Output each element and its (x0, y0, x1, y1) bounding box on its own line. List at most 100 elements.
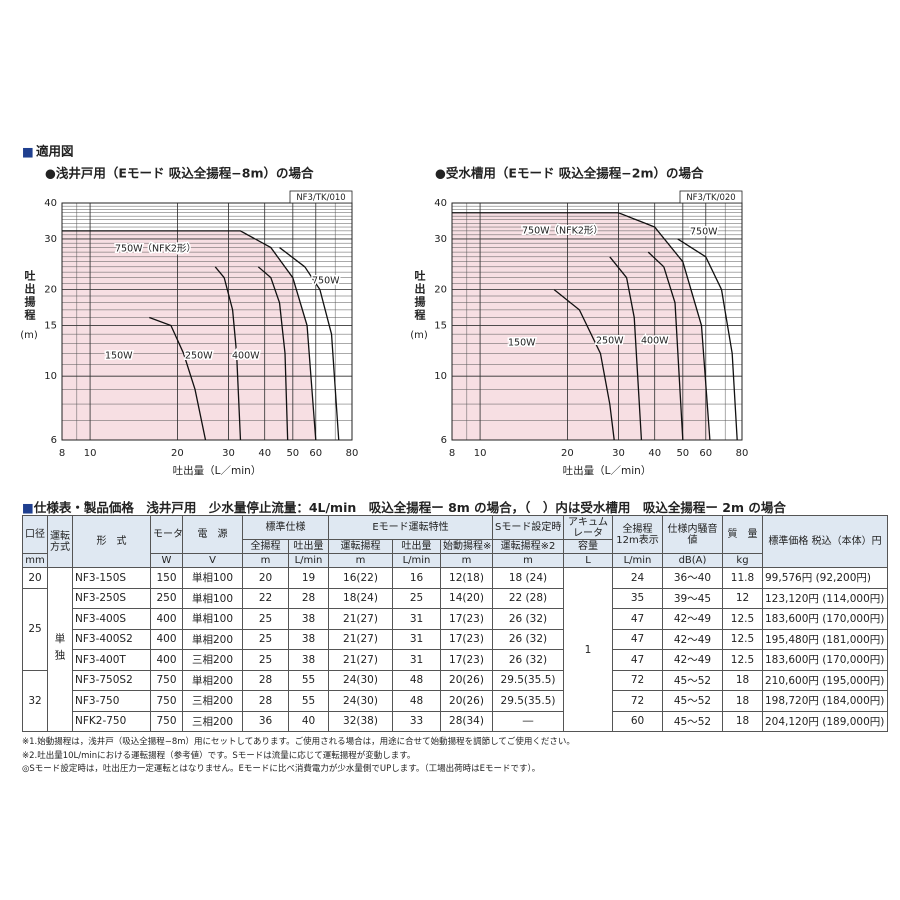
table-cell: 210,600円 (195,000円) (762, 669, 888, 691)
table-cell: 12.5 (722, 608, 763, 630)
table-cell: 20(26) (440, 669, 493, 691)
table-cell: 12.5 (722, 628, 763, 650)
table-row: NF3-400S2 400 単相200 25 38 21(27) 31 17(23) 26 (3… (23, 628, 888, 650)
performance-curve (553, 289, 615, 441)
table-cell: 40 (288, 710, 329, 732)
table-cell: 16 (392, 567, 441, 589)
table-cell: NF3-250S (72, 587, 151, 609)
y-axis-unit: (m) (410, 330, 428, 341)
x-tick-label: 8 (449, 448, 455, 459)
table-cell: 99,576円 (92,200円) (762, 567, 888, 589)
table-cell: 22 (242, 587, 289, 609)
y-tick-label: 20 (434, 285, 447, 296)
y-tick-label: 30 (434, 234, 447, 245)
operation-cell: 単独 (47, 567, 73, 732)
x-tick-label: 10 (474, 448, 487, 459)
table-cell: 400 (150, 608, 183, 630)
table-cell: 42〜49 (662, 649, 723, 671)
curve-label: 250W (185, 351, 213, 362)
table-cell: 21(27) (328, 628, 393, 650)
table-cell: 11.8 (722, 567, 763, 589)
x-tick-label: 80 (736, 448, 749, 459)
unit-cell: W (150, 553, 183, 568)
table-cell: 72 (612, 669, 663, 691)
table-cell: 38 (288, 628, 329, 650)
table-cell: 三相200 (182, 690, 243, 712)
header-cell: 質 量 (722, 515, 763, 554)
table-cell: NF3-150S (72, 567, 151, 589)
bore-cell: 32 (22, 669, 48, 732)
curve-label: 750W (312, 276, 340, 287)
table-cell: 28(34) (440, 710, 493, 732)
table-cell: 26 (32) (492, 628, 564, 650)
x-tick-label: 50 (676, 448, 689, 459)
note: ◎Sモード設定時は，吐出圧力一定運転とはなりません。Eモードに比べ消費電力が少水… (22, 764, 541, 774)
y-tick-label: 15 (44, 321, 57, 332)
performance-curve (279, 247, 340, 441)
table-cell: NF3-400S2 (72, 628, 151, 650)
table-cell: 31 (392, 628, 441, 650)
table-cell: 198,720円 (184,000円) (762, 690, 888, 712)
table-cell: 26 (32) (492, 608, 564, 630)
table-cell: 48 (392, 669, 441, 691)
header-cell: 標準価格 税込（本体）円 (762, 515, 888, 568)
accumulator-cell: 1 (563, 567, 613, 732)
performance-curve (452, 212, 711, 441)
unit-cell: L/min (392, 553, 441, 568)
table-cell: 20 (242, 567, 289, 589)
table-cell: 55 (288, 690, 329, 712)
table-cell: 12 (722, 587, 763, 609)
chart-code: NF3/TK/020 (686, 193, 735, 203)
curve-label: 750W (690, 227, 718, 238)
notes: ※1.始動揚程は，浅井戸（吸込全揚程−8m）用にセットしてあります。ご使用される… (22, 736, 575, 777)
curve-label: 750W（NFK2形） (522, 225, 603, 237)
header-cell: 運転揚程※2 (492, 539, 564, 554)
table-cell: 31 (392, 608, 441, 630)
unit-cell: m (440, 553, 493, 568)
header-cell: Eモード運転特性 (328, 515, 493, 540)
x-tick-label: 20 (171, 448, 184, 459)
table-cell: 195,480円 (181,000円) (762, 628, 888, 650)
table-cell: 47 (612, 608, 663, 630)
unit-cell: dB(A) (662, 553, 723, 568)
table-cell: 17(23) (440, 649, 493, 671)
x-tick-label: 60 (309, 448, 322, 459)
header-cell: Sモード設定時 (492, 515, 564, 540)
performance-curve (257, 266, 289, 441)
spec-table: 口径 運転方式 形 式 モータ 電 源 標準仕様 Eモード運転特性 Sモード設定… (22, 515, 888, 732)
x-tick-label: 20 (561, 448, 574, 459)
unit-cell: V (182, 553, 243, 568)
table-cell: 35 (612, 587, 663, 609)
table-cell: 250 (150, 587, 183, 609)
table-row: NFK2-750 750 三相200 36 40 32(38) 33 28(34) ― 60 45〜… (23, 710, 888, 732)
y-tick-label: 30 (44, 234, 57, 245)
unit-cell: mm (22, 553, 48, 568)
header-cell: 吐出量 (288, 539, 329, 554)
x-axis-label: 吐出量（L／min） (563, 464, 652, 477)
table-cell: 45〜52 (662, 669, 723, 691)
table-cell: 36 (242, 710, 289, 732)
table-cell: 18 (722, 710, 763, 732)
table-cell: 12.5 (722, 649, 763, 671)
bore-cell: 25 (22, 587, 48, 671)
table-cell: 単相100 (182, 608, 243, 630)
unit-cell: m (492, 553, 564, 568)
y-tick-label: 10 (434, 371, 447, 382)
performance-curve (609, 256, 643, 441)
header-cell: 電 源 (182, 515, 243, 554)
table-cell: 400 (150, 649, 183, 671)
performance-curve (214, 266, 242, 441)
unit-cell: L/min (612, 553, 663, 568)
header-cell: 形 式 (72, 515, 151, 568)
table-cell: 16(22) (328, 567, 393, 589)
plot-frame (61, 202, 353, 441)
table-cell: NF3-400S (72, 608, 151, 630)
table-cell: 25 (242, 628, 289, 650)
table-cell: NF3-400T (72, 649, 151, 671)
table-cell: 36〜40 (662, 567, 723, 589)
x-tick-label: 10 (84, 448, 97, 459)
table-row: 20 単独 NF3-150S 150 単相100 20 19 16(22) 16 12(18) 18… (22, 567, 888, 732)
curve-label: 250W (596, 336, 624, 347)
table-cell: 20(26) (440, 690, 493, 712)
operating-area (452, 212, 710, 440)
